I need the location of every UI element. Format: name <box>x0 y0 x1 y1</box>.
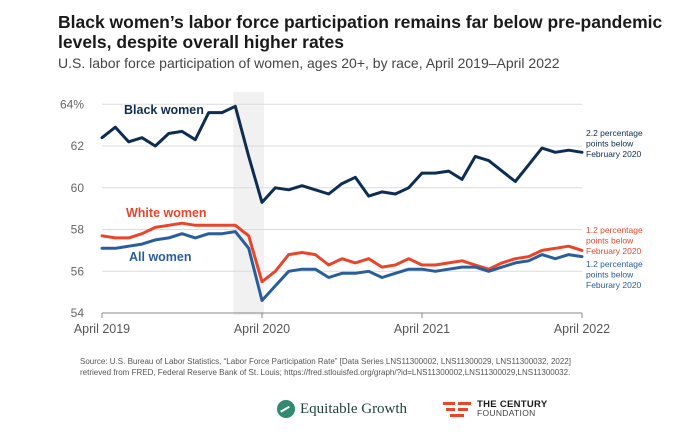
y-tick-label: 58 <box>71 223 85 237</box>
y-tick-label: 62 <box>71 139 85 153</box>
equitable-growth-name: Equitable Growth <box>300 400 408 417</box>
y-tick-label: 54 <box>71 306 85 320</box>
y-tick-label: 60 <box>71 181 85 195</box>
series-label-black-women: Black women <box>124 103 204 117</box>
annotation-line: 2.2 percentage <box>586 128 643 138</box>
growth-leaf-icon <box>277 400 295 418</box>
x-tick-label: April 2022 <box>554 322 610 336</box>
chart-title: Black women’s labor force participation … <box>58 12 663 52</box>
series-label-all-women: All women <box>129 250 192 264</box>
source-note: Source: U.S. Bureau of Labor Statistics,… <box>80 357 571 377</box>
annotation-line: 1.2 percentage <box>586 225 643 235</box>
chart-subtitle: U.S. labor force participation of women,… <box>58 55 560 71</box>
x-tick-label: April 2020 <box>234 322 290 336</box>
y-tick-label: 56 <box>71 264 85 278</box>
series-line-white-women <box>100 221 584 284</box>
century-foundation-line2: FOUNDATION <box>477 408 536 418</box>
annotation-line: February 2020 <box>586 149 642 159</box>
annotation-line: February 2020 <box>586 246 642 256</box>
annotation-line: Feburary 2020 <box>586 280 642 290</box>
century-foundation-line1: THE CENTURY <box>477 399 548 410</box>
x-tick-label: April 2021 <box>394 322 450 336</box>
annotation-line: points below <box>586 236 634 246</box>
annotation-all-women: 1.2 percentage points below Feburary 2020 <box>586 259 643 290</box>
equitable-growth-logo: Equitable Growth <box>277 400 407 418</box>
annotation-black-women: 2.2 percentage points below February 2020 <box>586 128 643 159</box>
series-line-all-women <box>100 230 584 302</box>
series-line-black-women <box>100 104 584 204</box>
annotation-line: points below <box>586 139 634 149</box>
shaded-period <box>233 92 264 315</box>
series-label-white-women: White women <box>126 206 207 220</box>
century-foundation-logo: THE CENTURY FOUNDATION <box>443 400 548 418</box>
annotation-white-women: 1.2 percentage points below February 2020 <box>586 225 643 256</box>
x-tick-label: April 2019 <box>74 322 130 336</box>
y-tick-label: 64% <box>60 97 84 111</box>
annotation-line: points below <box>586 270 634 280</box>
century-foundation-mark-icon <box>443 400 471 418</box>
annotation-line: 1.2 percentage <box>586 259 643 269</box>
